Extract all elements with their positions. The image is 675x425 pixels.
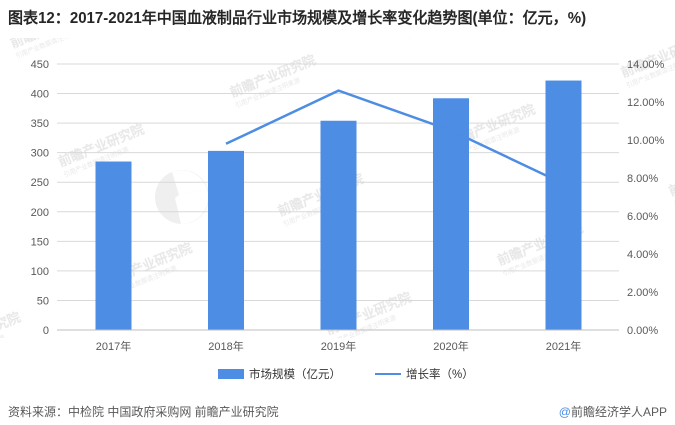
svg-text:14.00%: 14.00% — [627, 59, 665, 71]
svg-text:200: 200 — [31, 207, 49, 219]
svg-text:350: 350 — [31, 118, 49, 130]
svg-text:0.00%: 0.00% — [627, 325, 658, 337]
svg-text:450: 450 — [31, 59, 49, 71]
svg-text:2017年: 2017年 — [96, 339, 131, 353]
svg-text:100: 100 — [31, 266, 49, 278]
svg-text:2020年: 2020年 — [433, 339, 468, 353]
svg-text:10.00%: 10.00% — [627, 135, 665, 147]
svg-text:400: 400 — [31, 89, 49, 101]
svg-text:250: 250 — [31, 177, 49, 189]
svg-text:2.00%: 2.00% — [627, 287, 658, 299]
svg-text:2021年: 2021年 — [546, 339, 581, 353]
svg-text:2018年: 2018年 — [208, 339, 243, 353]
svg-text:4.00%: 4.00% — [627, 249, 658, 261]
svg-text:12.00%: 12.00% — [627, 97, 665, 109]
svg-text:0: 0 — [43, 325, 49, 337]
svg-text:150: 150 — [31, 236, 49, 248]
svg-text:300: 300 — [31, 148, 49, 160]
svg-text:50: 50 — [37, 295, 49, 307]
svg-text:6.00%: 6.00% — [627, 211, 658, 223]
svg-text:2019年: 2019年 — [321, 339, 356, 353]
svg-text:8.00%: 8.00% — [627, 173, 658, 185]
